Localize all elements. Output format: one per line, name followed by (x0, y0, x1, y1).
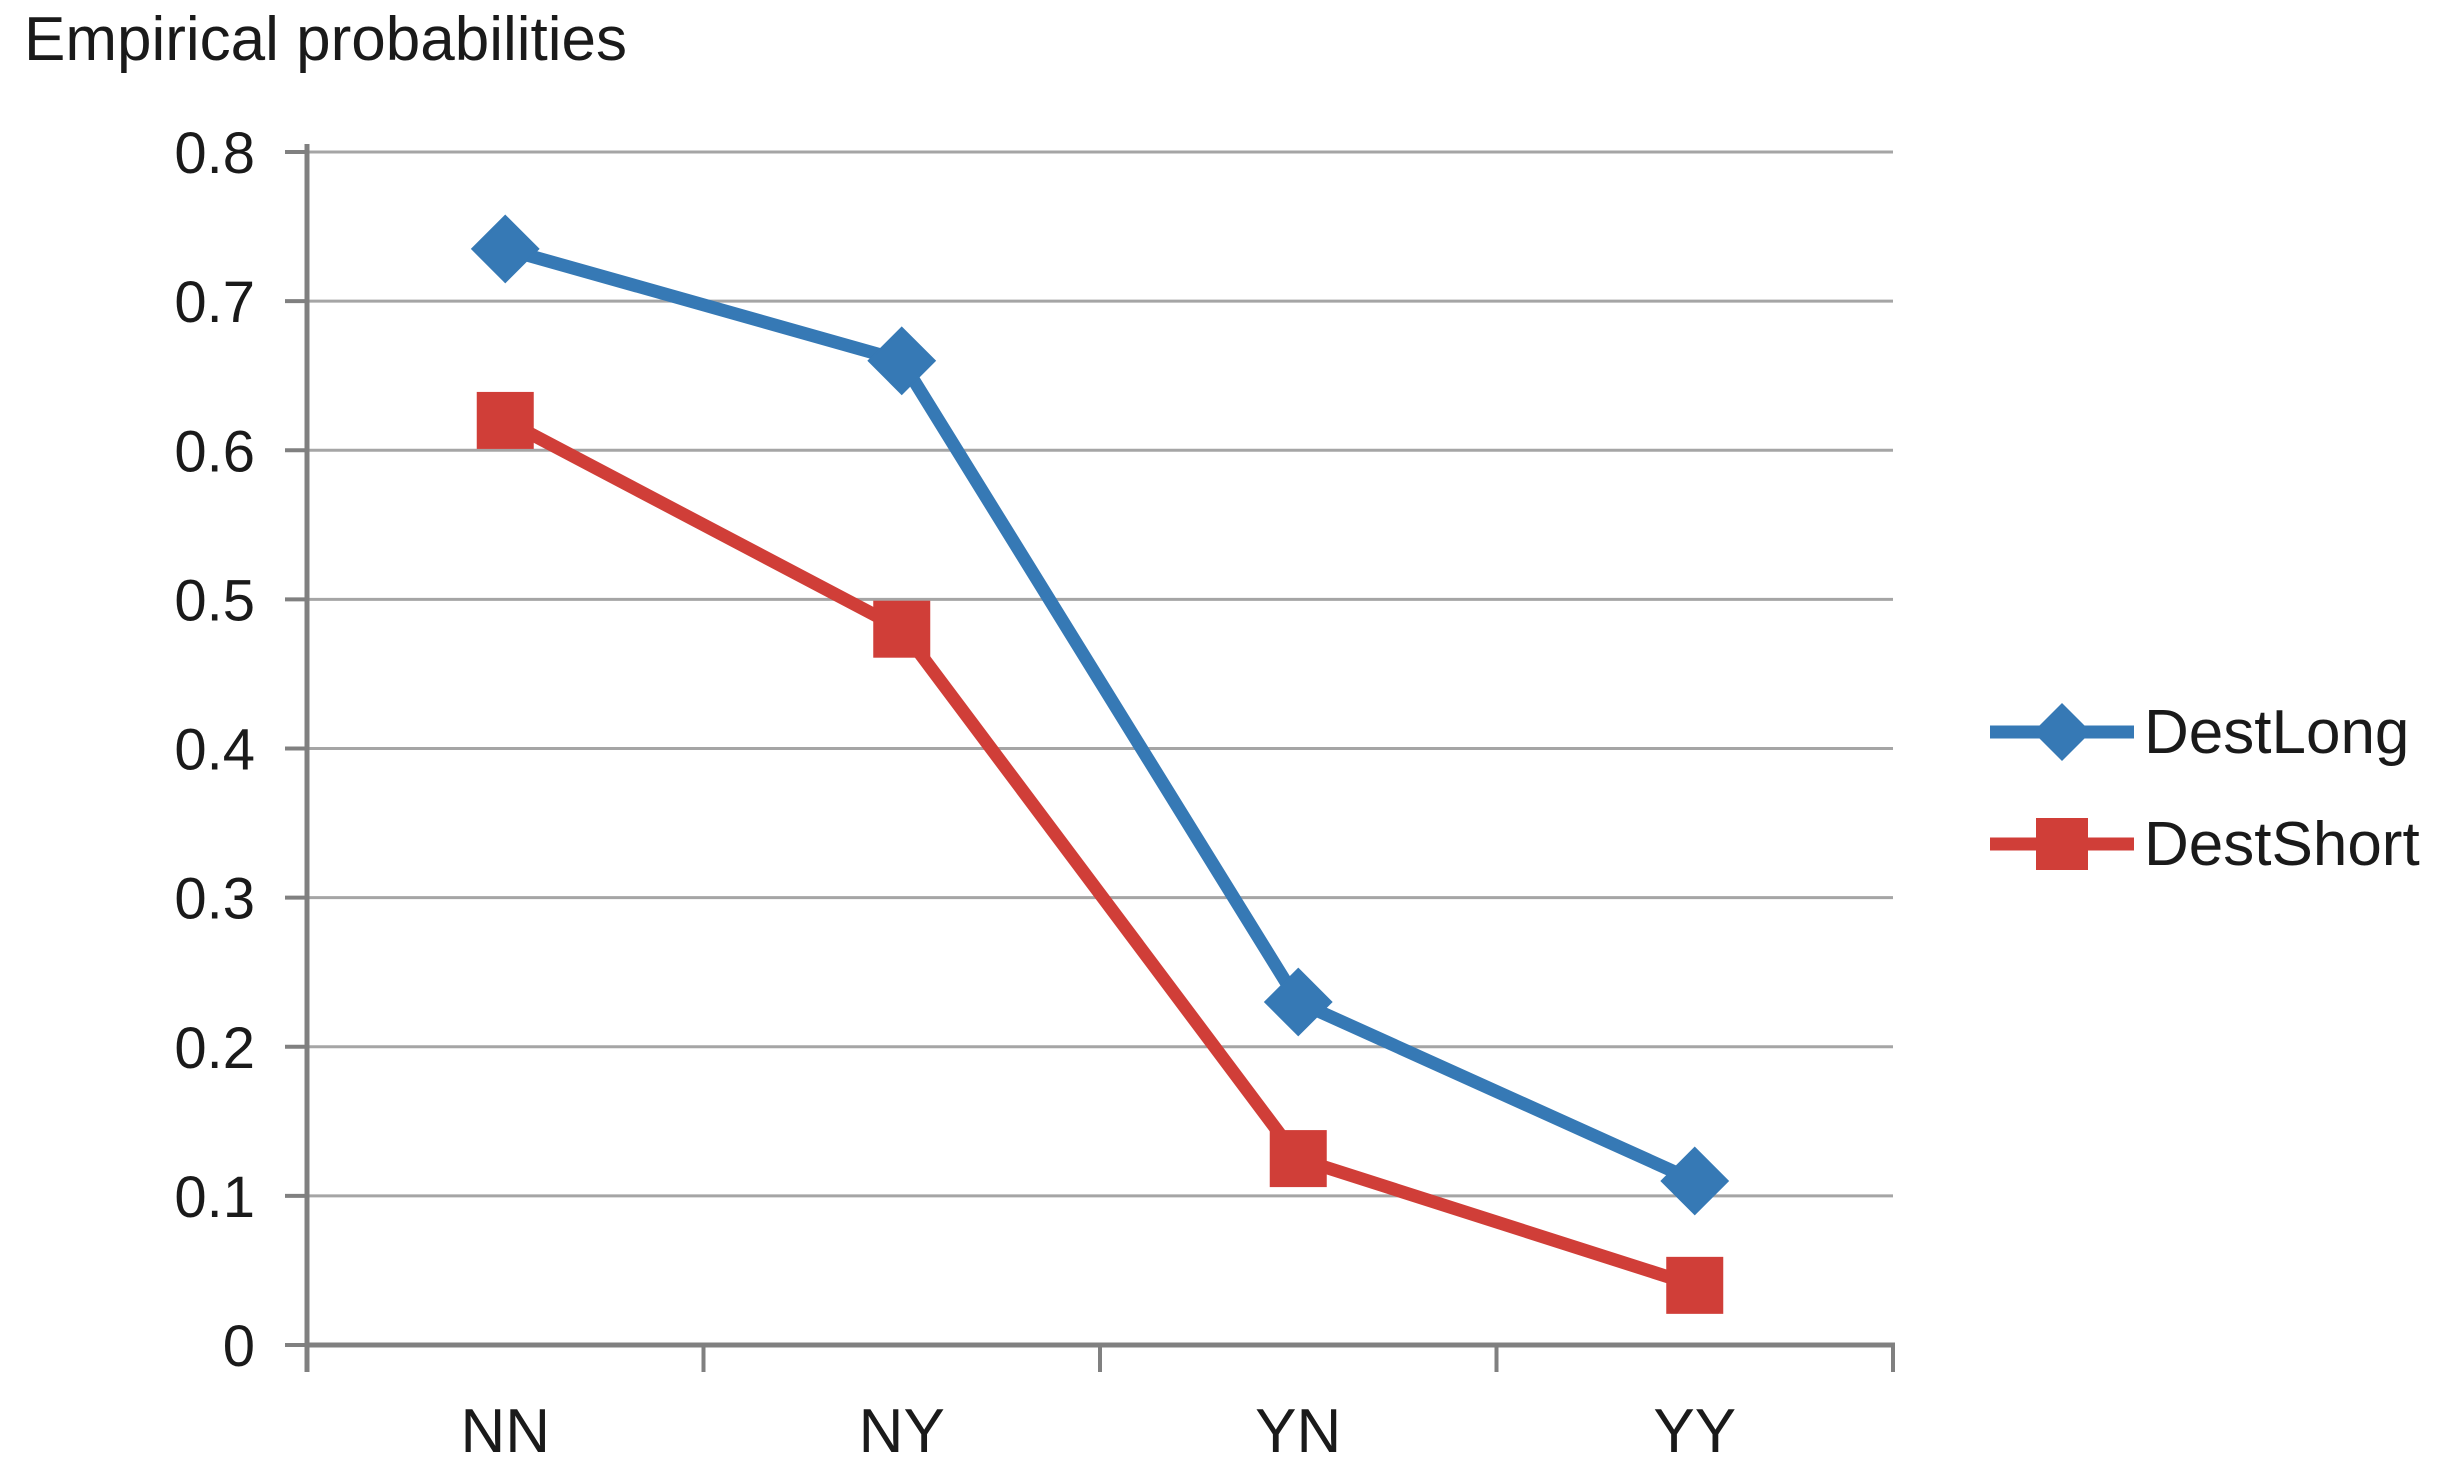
data-point-destlong-nn (470, 214, 540, 284)
legend: DestLong DestShort (1988, 694, 2420, 918)
y-tick-label: 0.5 (174, 568, 255, 633)
y-tick-label: 0.2 (174, 1016, 255, 1081)
data-point-destshort-nn (476, 391, 534, 449)
x-tick-label: YY (1653, 1397, 1736, 1466)
chart-title: Empirical probabilities (24, 5, 628, 74)
data-point-destlong-yn (1263, 967, 1333, 1037)
x-tick-label: NY (859, 1397, 945, 1466)
data-point-destshort-yy (1666, 1256, 1724, 1314)
data-point-destlong-ny (867, 326, 937, 396)
series-line-destshort (502, 414, 1697, 1292)
diamond-marker-icon (1990, 703, 2134, 761)
x-tick-label: NN (460, 1397, 550, 1466)
data-point-destshort-yn (1269, 1130, 1327, 1188)
y-tick-label: 0.7 (174, 270, 255, 335)
y-tick-label: 0.8 (174, 121, 255, 186)
series-line-destlong (503, 242, 1698, 1187)
data-point-destlong-yy (1660, 1146, 1730, 1216)
y-tick-label: 0 (223, 1314, 255, 1379)
x-tick-label: YN (1255, 1397, 1341, 1466)
square-marker-icon (1990, 818, 2134, 870)
y-tick-label: 0.1 (174, 1165, 255, 1230)
y-tick-label: 0.6 (174, 419, 255, 484)
series-destshort (476, 391, 1724, 1314)
legend-item-destlong: DestLong (1988, 694, 2420, 770)
legend-label: DestShort (2144, 809, 2420, 879)
y-tick-label: 0.4 (174, 718, 255, 783)
legend-label: DestLong (2144, 697, 2410, 767)
data-point-destshort-ny (873, 600, 931, 658)
legend-item-destshort: DestShort (1988, 806, 2420, 882)
y-tick-label: 0.3 (174, 867, 255, 932)
series-destlong (470, 214, 1730, 1216)
